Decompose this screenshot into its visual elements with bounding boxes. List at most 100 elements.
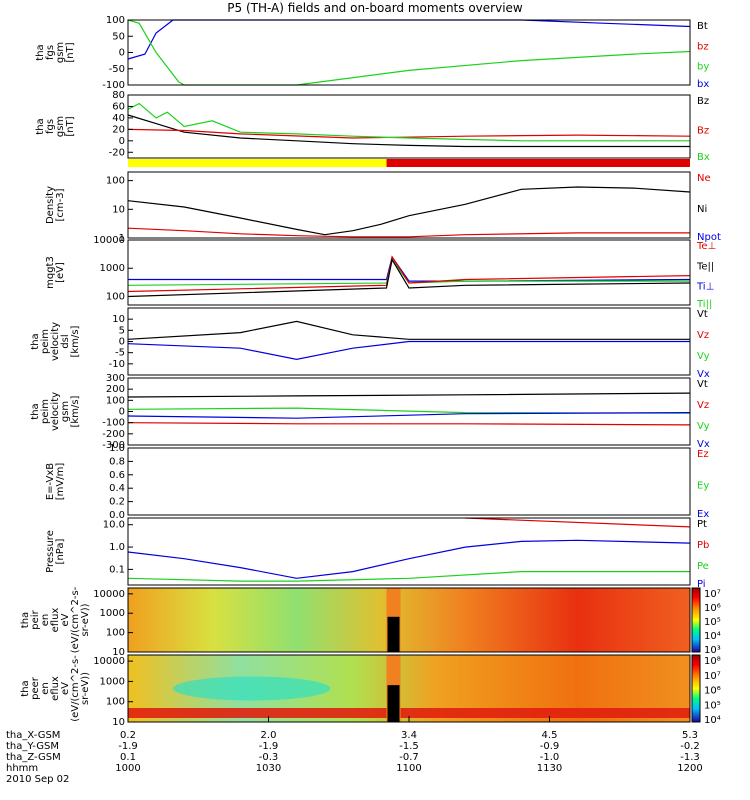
y-axis-label: velocity [50,322,61,361]
y-tick-label: 1000 [100,608,125,619]
legend-item: Vy [697,421,710,432]
y-tick-label: 0.6 [109,470,125,481]
y-tick-label: 0 [119,407,125,418]
y-tick-label: 10 [112,314,125,325]
y-axis-label: tha [20,612,31,628]
y-axis-label: peim [40,399,51,424]
y-tick-label: 0.0 [109,510,125,521]
spectrogram-gap [387,685,400,722]
footer-value: 1000 [115,763,140,774]
footer-value: 0.2 [120,730,136,741]
y-tick-label: 1000 [100,676,125,687]
y-tick-label: 50 [112,31,125,42]
y-tick-label: -300 [102,440,125,451]
series-black [127,114,690,148]
footer-value: 4.5 [542,730,558,741]
spectrogram-band [128,708,690,718]
y-axis-label: (eV/(cm^2-s- [70,655,81,722]
footer-value: -1.9 [259,741,279,752]
footer-value: -0.2 [680,741,700,752]
legend-item: Bx [697,152,710,163]
colorbar-label: 10³ [704,645,721,656]
panel-frame [127,171,691,239]
y-tick-label: -5 [115,348,125,359]
y-axis-label: peer [30,676,41,700]
y-axis-label: tha [30,403,41,419]
footer-value: -1.3 [680,752,700,763]
panel-11: 10⁸ 10⁷ 10⁶ 10⁵ 10⁴ 10000 1000 100 10 tha peer en ef… [20,654,721,728]
y-tick-label: 20 [112,124,125,135]
series-Vt [127,392,691,398]
panel-4: 100 10 1 Density [cm-3] Ne Ni Npot [45,171,721,244]
y-axis-label: tha [20,680,31,696]
footer-value: 1030 [256,763,281,774]
legend-item: Ni [697,204,707,215]
y-axis-label: eflux [50,608,61,633]
panel-frame [127,94,691,159]
legend-item: Te|| [696,261,714,272]
legend-item: Vy [697,351,710,362]
series-Te⊥ [127,255,691,293]
colorbar-label: 10⁷ [704,589,721,600]
series-green [127,102,690,142]
footer-value: -1.9 [118,741,138,752]
y-tick-label: 10000 [93,656,125,667]
footer-value: 1100 [396,763,421,774]
footer-value: -0.3 [259,752,279,763]
y-axis-label: [mV/m] [55,463,66,501]
legend-item: Vz [697,330,709,341]
colorbar-label: 10⁵ [704,700,721,711]
mode-bar-segment [128,159,387,167]
legend-item: Vx [697,369,710,380]
y-tick-label: 10.0 [103,520,125,531]
colorbar [691,654,701,723]
y-axis-label: gsm [55,116,66,137]
y-tick-label: 100 [106,697,125,708]
legend-item: Ti|| [696,299,712,310]
y-axis-label: [nT] [65,42,76,62]
footer-value: 1130 [537,763,562,774]
panel-frame [127,587,691,653]
legend-item: Vz [697,400,709,411]
y-tick-label: 1.0 [109,443,125,454]
panel-5: 10000 1000 100 mqgt3 [eV] Te⊥ Te|| Ti⊥ Ti|| [45,235,716,310]
series-Pb [465,517,691,528]
series-Vx [127,412,691,419]
legend-item: Ez [697,449,709,460]
spectrogram [128,588,690,652]
series-Te|| [127,258,691,298]
y-axis-label: fgs [45,45,56,60]
y-tick-label: 10 [112,204,125,215]
legend-item: bz [697,41,709,52]
y-tick-label: 10000 [93,589,125,600]
footer-date: 2010 Sep 02 [6,774,69,785]
y-tick-label: 1 [119,233,125,244]
y-axis-label: en [40,682,51,695]
footer-row-label: hhmm [6,763,38,774]
series-Vt [127,320,690,340]
panel-9: 10.0 1.0 0.1 Pressure [nPa] Pt Pb Pe Pi [45,517,709,590]
footer-value: 1200 [677,763,702,774]
colorbar-label: 10⁵ [704,617,721,628]
series-Vx [127,340,690,361]
colorbar-label: 10⁷ [704,671,721,682]
y-tick-label: 60 [112,101,125,112]
footer-value: -0.9 [540,741,560,752]
mode-bar-segment [386,159,690,167]
y-tick-label: 40 [112,113,125,124]
footer-value: 5.3 [682,730,698,741]
panel-frame [127,19,691,86]
colorbar-label: 10⁸ [704,656,721,667]
y-axis-label: Density [45,186,56,224]
y-tick-label: 10000 [93,235,125,246]
y-axis-label: (eV/(cm^2-s- [70,586,81,653]
legend-item: Pi [697,579,706,590]
y-axis-label: Pressure [45,530,56,573]
y-tick-label: 0.8 [109,456,125,467]
legend-item: Ti⊥ [696,282,714,293]
y-tick-label: 1.0 [109,542,125,553]
y-axis-label: tha [35,44,46,60]
